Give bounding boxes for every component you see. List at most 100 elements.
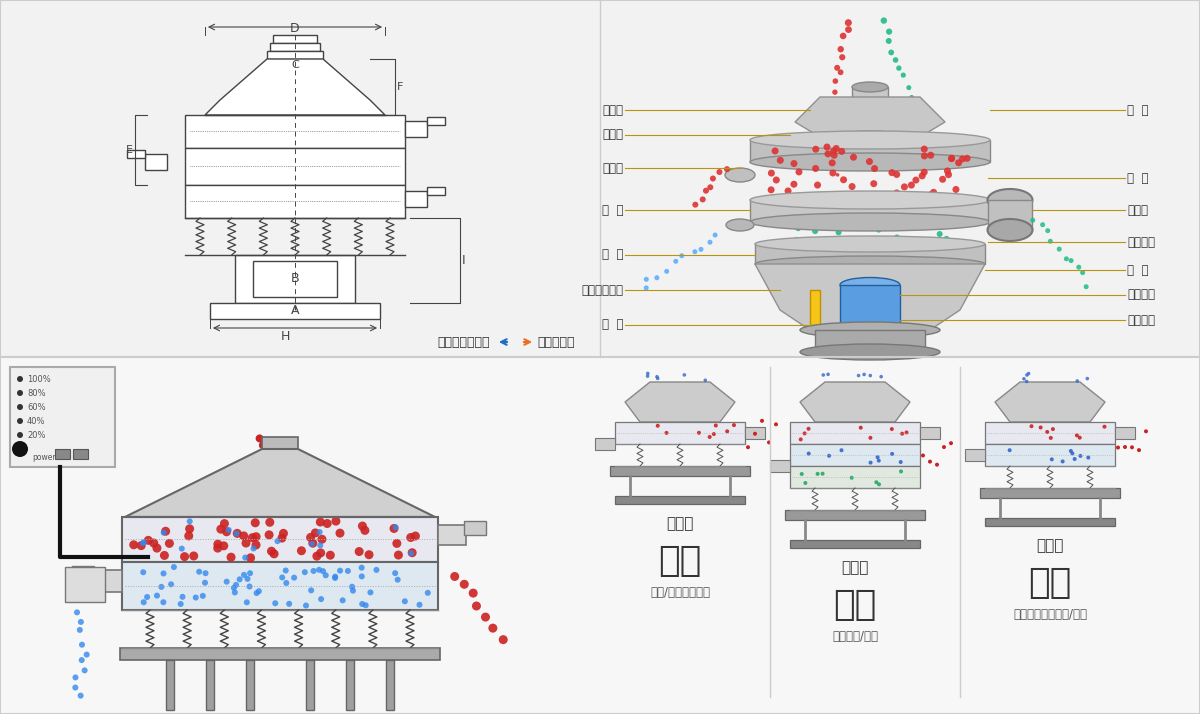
Bar xyxy=(270,43,320,51)
Circle shape xyxy=(407,533,415,542)
Circle shape xyxy=(130,540,138,549)
Text: 外形尺寸示意图: 外形尺寸示意图 xyxy=(438,336,490,348)
Circle shape xyxy=(888,169,895,176)
Circle shape xyxy=(416,602,422,608)
Circle shape xyxy=(264,531,274,539)
Circle shape xyxy=(214,540,222,548)
Circle shape xyxy=(893,196,899,202)
Bar xyxy=(920,427,940,439)
Circle shape xyxy=(280,463,288,471)
Circle shape xyxy=(829,159,835,166)
Circle shape xyxy=(872,204,878,210)
Text: D: D xyxy=(290,22,300,35)
Circle shape xyxy=(664,269,670,274)
Circle shape xyxy=(913,119,917,123)
Circle shape xyxy=(158,584,164,590)
Circle shape xyxy=(196,569,202,575)
Text: 筛  网: 筛 网 xyxy=(1127,104,1148,116)
Circle shape xyxy=(768,170,775,176)
Circle shape xyxy=(793,237,799,243)
Bar xyxy=(262,437,298,449)
Circle shape xyxy=(894,234,900,241)
Circle shape xyxy=(140,599,146,605)
Bar xyxy=(1115,427,1135,439)
Circle shape xyxy=(845,26,852,33)
Circle shape xyxy=(1045,430,1049,434)
Circle shape xyxy=(190,551,198,560)
Circle shape xyxy=(306,533,316,542)
Circle shape xyxy=(336,528,344,538)
Bar xyxy=(790,466,920,488)
Circle shape xyxy=(308,541,314,547)
Ellipse shape xyxy=(988,189,1032,211)
Circle shape xyxy=(679,253,684,258)
Bar xyxy=(988,200,1032,230)
Circle shape xyxy=(1049,436,1052,440)
Text: E: E xyxy=(126,145,133,155)
Circle shape xyxy=(703,188,709,193)
Circle shape xyxy=(893,201,899,207)
Circle shape xyxy=(895,221,901,226)
Circle shape xyxy=(144,594,150,600)
Circle shape xyxy=(901,73,906,78)
Circle shape xyxy=(829,165,833,169)
Circle shape xyxy=(140,539,146,545)
Circle shape xyxy=(488,623,497,633)
Circle shape xyxy=(1025,373,1028,377)
Circle shape xyxy=(200,593,206,599)
Circle shape xyxy=(274,503,282,511)
Circle shape xyxy=(824,151,832,157)
Text: 分级: 分级 xyxy=(659,544,702,578)
Circle shape xyxy=(794,211,800,216)
Circle shape xyxy=(816,472,820,476)
Circle shape xyxy=(317,543,323,548)
Circle shape xyxy=(292,575,298,580)
Ellipse shape xyxy=(725,168,755,182)
Circle shape xyxy=(833,145,840,152)
Circle shape xyxy=(859,426,863,430)
Circle shape xyxy=(875,481,878,484)
Circle shape xyxy=(226,527,232,533)
Circle shape xyxy=(481,613,490,622)
Bar xyxy=(464,521,486,535)
Circle shape xyxy=(646,374,649,378)
Ellipse shape xyxy=(750,191,990,209)
Bar xyxy=(145,154,167,170)
Text: 运输固定螺栓: 运输固定螺栓 xyxy=(581,283,623,296)
Circle shape xyxy=(910,254,914,259)
Circle shape xyxy=(884,251,890,256)
Circle shape xyxy=(245,576,251,582)
Text: 弹  簧: 弹 簧 xyxy=(601,248,623,261)
Circle shape xyxy=(896,66,901,71)
Circle shape xyxy=(256,434,264,443)
Circle shape xyxy=(280,483,287,491)
Circle shape xyxy=(277,533,287,543)
Circle shape xyxy=(823,144,830,151)
Bar xyxy=(427,187,445,195)
Bar xyxy=(266,51,323,59)
Circle shape xyxy=(832,141,836,146)
Circle shape xyxy=(149,538,158,548)
Circle shape xyxy=(806,427,810,431)
Circle shape xyxy=(799,472,804,476)
Circle shape xyxy=(1103,425,1106,428)
Circle shape xyxy=(877,458,881,463)
Circle shape xyxy=(242,555,248,560)
Bar xyxy=(840,285,900,335)
Text: 除杂: 除杂 xyxy=(1028,566,1072,600)
Circle shape xyxy=(828,261,833,266)
Polygon shape xyxy=(800,382,910,422)
Circle shape xyxy=(17,418,23,424)
Bar xyxy=(985,422,1115,444)
Circle shape xyxy=(359,601,365,607)
Circle shape xyxy=(829,135,834,139)
Circle shape xyxy=(930,188,937,196)
Circle shape xyxy=(241,538,251,548)
Circle shape xyxy=(830,127,835,132)
Circle shape xyxy=(830,116,835,121)
Ellipse shape xyxy=(988,219,1032,241)
Circle shape xyxy=(940,223,946,230)
Circle shape xyxy=(851,253,856,258)
Circle shape xyxy=(928,460,932,463)
Circle shape xyxy=(707,184,713,191)
